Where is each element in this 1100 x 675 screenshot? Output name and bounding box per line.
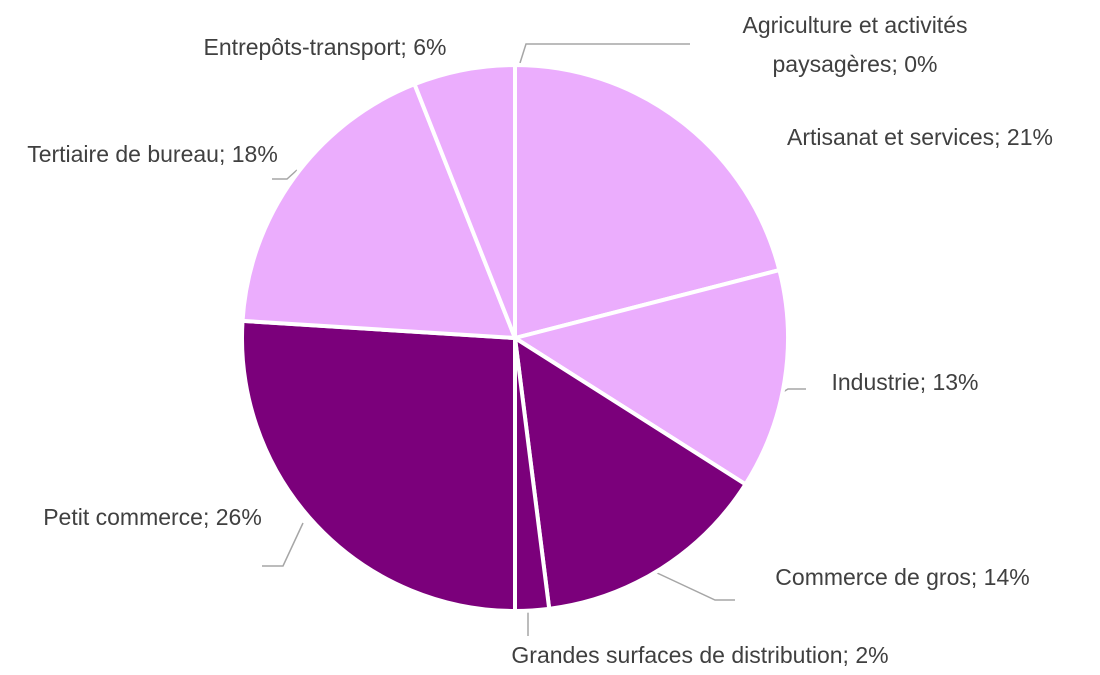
data-label: Petit commerce; 26% (40, 498, 265, 537)
value-label: 21% (1006, 124, 1053, 150)
data-label: Industrie; 13% (795, 363, 1015, 402)
value-label: 2% (855, 642, 889, 668)
leader-line (654, 571, 735, 601)
data-label: Entrepôts-transport; 6% (150, 28, 500, 67)
leader-lines (262, 43, 806, 636)
data-label: Agriculture et activités paysagères; 0% (690, 6, 1020, 84)
category: Artisanat et services (787, 124, 995, 150)
data-label: Tertiaire de bureau; 18% (10, 135, 295, 174)
separator: ; (202, 504, 216, 530)
separator: ; (970, 564, 984, 590)
separator: ; (842, 642, 856, 668)
category: Agriculture et activités paysagères (742, 12, 968, 77)
leader-line (272, 169, 298, 180)
data-label: Commerce de gros; 14% (730, 558, 1075, 597)
category: Tertiaire de bureau (27, 141, 219, 167)
data-label: Artisanat et services; 21% (740, 118, 1100, 157)
separator: ; (891, 51, 905, 77)
category: Petit commerce (43, 504, 203, 530)
separator: ; (919, 369, 933, 395)
value-label: 0% (904, 51, 938, 77)
separator: ; (400, 34, 414, 60)
pie-slice (513, 336, 748, 611)
category: Entrepôts-transport (203, 34, 401, 60)
pie-slice (513, 63, 782, 340)
value-label: 6% (413, 34, 447, 60)
separator: ; (218, 141, 232, 167)
pie-slice (240, 82, 517, 340)
value-label: 14% (983, 564, 1030, 590)
category: Grandes surfaces de distribution (511, 642, 843, 668)
separator: ; (994, 124, 1007, 150)
data-label: Grandes surfaces de distribution; 2% (440, 636, 960, 675)
category: Commerce de gros (775, 564, 971, 590)
leader-line (262, 522, 304, 567)
pie-slice (513, 268, 790, 487)
value-label: 26% (215, 504, 262, 530)
pie-slice (412, 63, 517, 340)
value-label: 13% (932, 369, 979, 395)
leader-line (519, 43, 690, 64)
category: Industrie (831, 369, 920, 395)
pie-slice (240, 318, 517, 613)
value-label: 18% (231, 141, 278, 167)
